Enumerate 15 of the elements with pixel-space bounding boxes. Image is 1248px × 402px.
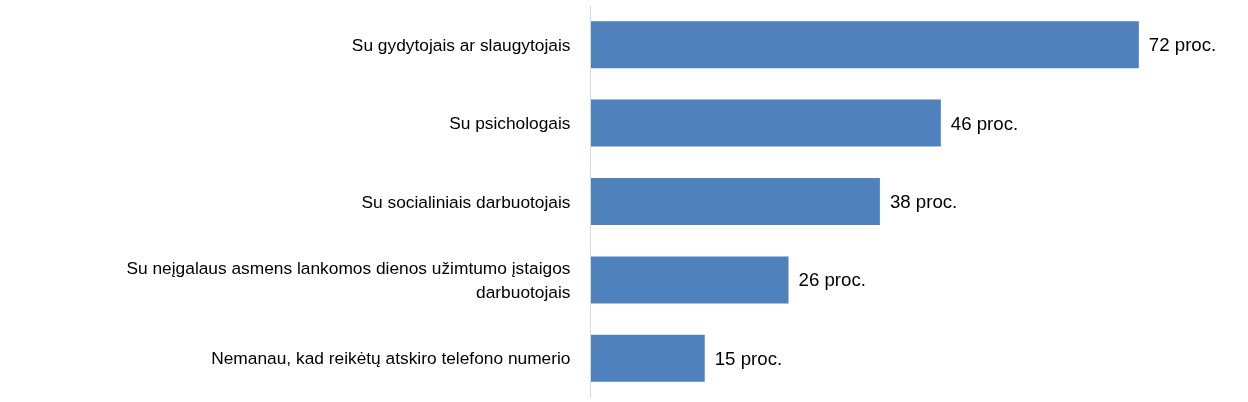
- y-tick-label: Su psichologais: [449, 113, 571, 134]
- y-tick-label: Su gydytojais ar slaugytojais: [351, 34, 571, 55]
- y-tick-label: Su socialiniais darbuotojais: [361, 191, 571, 212]
- bar: [590, 99, 941, 147]
- data-label: 72 proc.: [1148, 34, 1217, 56]
- data-label: 38 proc.: [889, 191, 958, 212]
- bar: [590, 21, 1139, 69]
- bar: [590, 256, 789, 304]
- bar: [590, 334, 705, 382]
- data-label: 46 proc.: [950, 112, 1019, 134]
- data-label: 15 proc.: [714, 347, 783, 369]
- y-tick-label: Nemanau, kad reikėtų atskiro telefono numerio: [211, 348, 571, 369]
- bar: [590, 177, 880, 226]
- y-tick-label: Su neįgalaus asmens lankomos dienos užimtumo įstaigos darbuotojais: [126, 257, 571, 302]
- data-label: 26 proc.: [798, 269, 866, 291]
